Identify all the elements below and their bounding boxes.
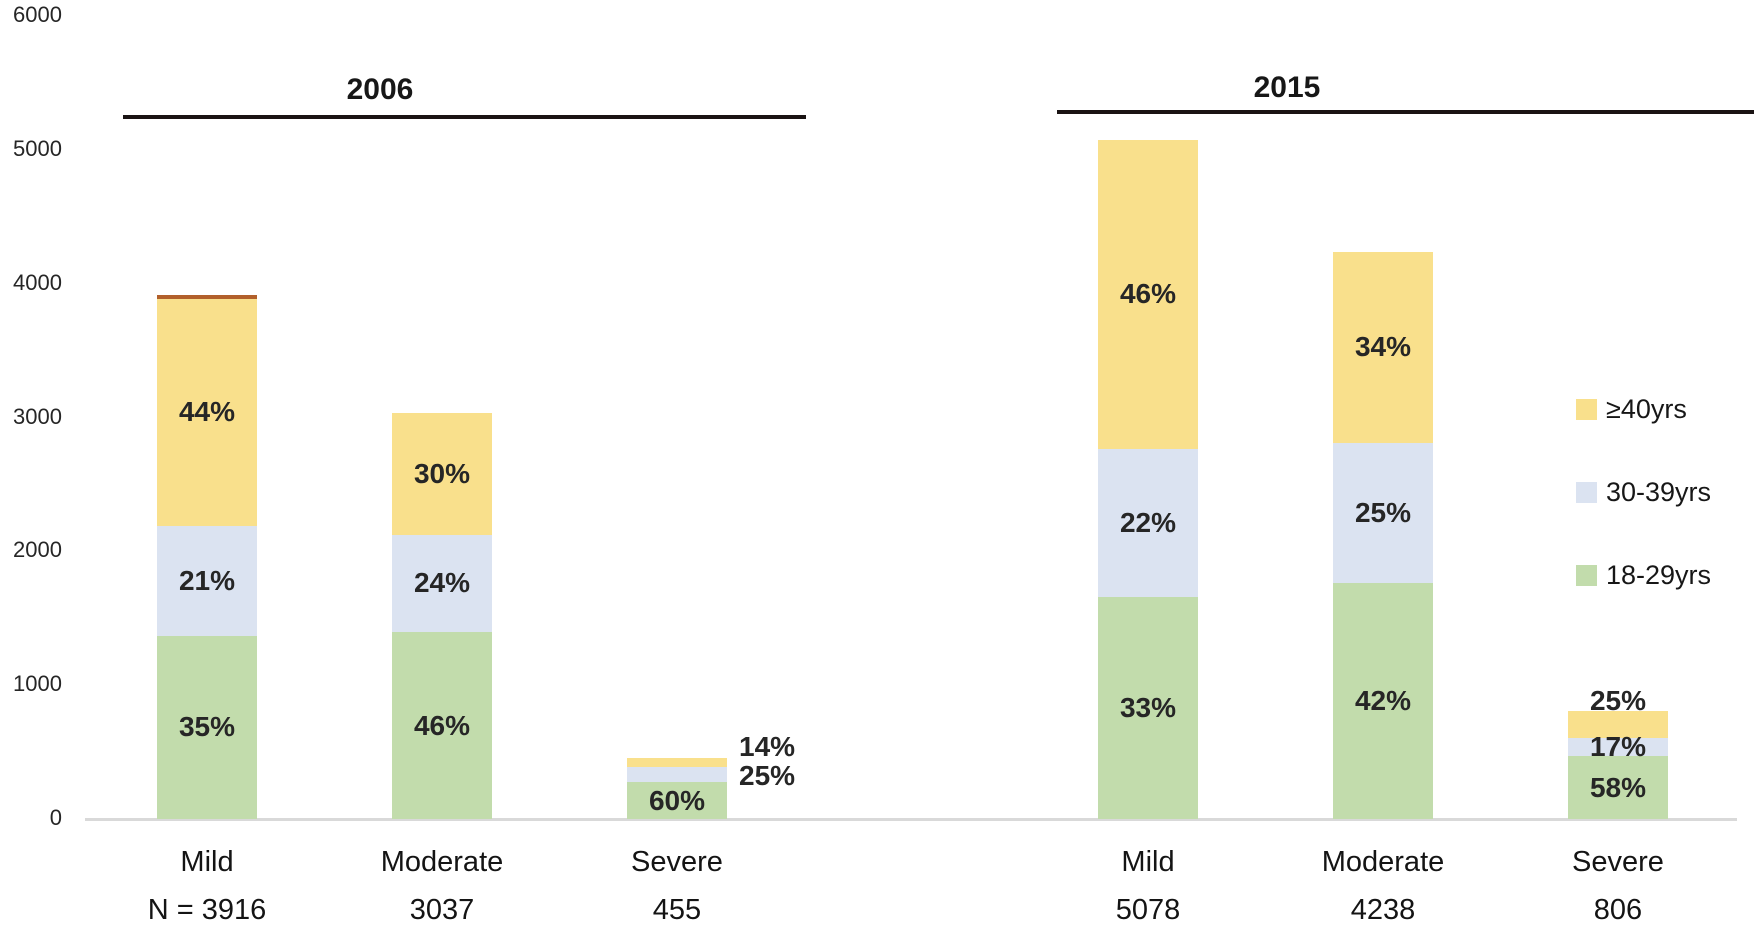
segment-label: 22% (1119, 506, 1177, 538)
segment-2006-moderate-≥40yrs: 30% (392, 412, 492, 535)
group-line-2015 (1057, 110, 1754, 114)
segment-label: 34% (1354, 331, 1412, 363)
segment-2015-mild-18-29yrs: 33% (1098, 596, 1198, 819)
segment-2006-mild-≥40yrs: 44% (157, 299, 257, 526)
segment-label: 46% (1119, 278, 1177, 310)
n-label-2006-severe: 455 (652, 894, 702, 926)
bar-2006-moderate: 30% 24% 46% (392, 412, 492, 819)
segment-label-outside: 25% (739, 760, 796, 792)
segment-label: 46% (413, 709, 471, 741)
y-tick-label: 0 (49, 805, 62, 830)
segment-2006-moderate-18-29yrs: 46% (392, 632, 492, 819)
bar-top-accent-2006-mild (157, 295, 257, 300)
bar-2015-severe: 17% 58% (1568, 711, 1668, 819)
n-label-2006-moderate: 3037 (409, 894, 475, 926)
legend-swatch-30-39-icon (1576, 481, 1597, 503)
segment-2015-severe-≥40yrs (1568, 711, 1668, 739)
y-tick-label: 6000 (13, 2, 62, 27)
y-tick-label: 5000 (13, 135, 62, 161)
y-tick-label: 2000 (13, 537, 62, 563)
category-label-2006-moderate: Moderate (380, 846, 504, 878)
segment-label: 21% (178, 564, 236, 596)
segment-label: 44% (178, 396, 236, 428)
segment-2006-moderate-30-39yrs: 24% (392, 534, 492, 633)
category-label-2006-severe: Severe (631, 846, 723, 878)
segment-label: 42% (1354, 685, 1412, 717)
segment-label: 58% (1589, 771, 1647, 803)
group-title-2015: 2015 (1253, 71, 1321, 104)
segment-2015-severe-18-29yrs: 58% (1568, 756, 1668, 819)
segment-2015-moderate-≥40yrs: 34% (1333, 251, 1433, 443)
segment-label: 60% (648, 784, 706, 816)
category-label-2015-mild: Mild (1121, 846, 1175, 878)
y-tick-label: 3000 (13, 403, 62, 429)
legend-item-18-29: 18-29yrs (1576, 560, 1711, 590)
segment-2015-mild-≥40yrs: 46% (1098, 139, 1198, 449)
segment-2006-mild-18-29yrs: 35% (157, 635, 257, 819)
segment-2015-mild-30-39yrs: 22% (1098, 449, 1198, 597)
x-axis-line (85, 818, 1737, 821)
y-tick-label: 1000 (13, 671, 62, 697)
bar-2006-severe: 60% (627, 758, 727, 819)
segment-label: 33% (1119, 691, 1177, 723)
n-label-2015-moderate: 4238 (1350, 894, 1416, 926)
segment-2015-moderate-18-29yrs: 42% (1333, 583, 1433, 819)
n-label-2015-severe: 806 (1593, 894, 1643, 926)
legend-item-40plus: ≥40yrs (1576, 394, 1687, 424)
category-label-2015-moderate: Moderate (1321, 846, 1445, 878)
segment-label-outside: 14% (739, 731, 796, 763)
n-label-2015-mild: 5078 (1115, 894, 1181, 926)
segment-label: 24% (413, 567, 471, 599)
segment-2006-severe-≥40yrs (627, 758, 727, 767)
legend-swatch-18-29-icon (1576, 564, 1597, 586)
segment-label: 25% (1354, 497, 1412, 528)
bar-2015-moderate: 34% 25% 42% (1333, 251, 1433, 819)
n-label-2006-mild: N = 3916 (147, 894, 267, 926)
legend-swatch-40plus-icon (1576, 398, 1597, 420)
segment-2006-severe-18-29yrs: 60% (627, 782, 727, 819)
segment-label: 30% (413, 457, 471, 489)
legend-label-40plus: ≥40yrs (1606, 394, 1687, 424)
group-line-2006 (123, 115, 806, 119)
bar-2015-mild: 46% 22% 33% (1098, 139, 1198, 819)
legend-label-30-39: 30-39yrs (1606, 477, 1712, 507)
bar-2006-mild: 44% 21% 35% (157, 295, 257, 819)
segment-2015-moderate-30-39yrs: 25% (1333, 442, 1433, 584)
y-tick-label: 4000 (13, 269, 62, 295)
segment-2006-severe-30-39yrs (627, 766, 727, 783)
legend-item-30-39: 30-39yrs (1576, 477, 1711, 507)
segment-2006-mild-30-39yrs: 21% (157, 525, 257, 636)
group-title-2006: 2006 (346, 73, 414, 106)
category-label-2006-mild: Mild (180, 846, 234, 878)
segment-label: 17% (1589, 731, 1647, 763)
segment-label-above: 25% (1589, 685, 1647, 717)
segment-2015-severe-30-39yrs: 17% (1568, 733, 1668, 761)
segment-label: 35% (178, 711, 236, 743)
legend-label-18-29: 18-29yrs (1606, 560, 1712, 590)
category-label-2015-severe: Severe (1572, 846, 1664, 878)
